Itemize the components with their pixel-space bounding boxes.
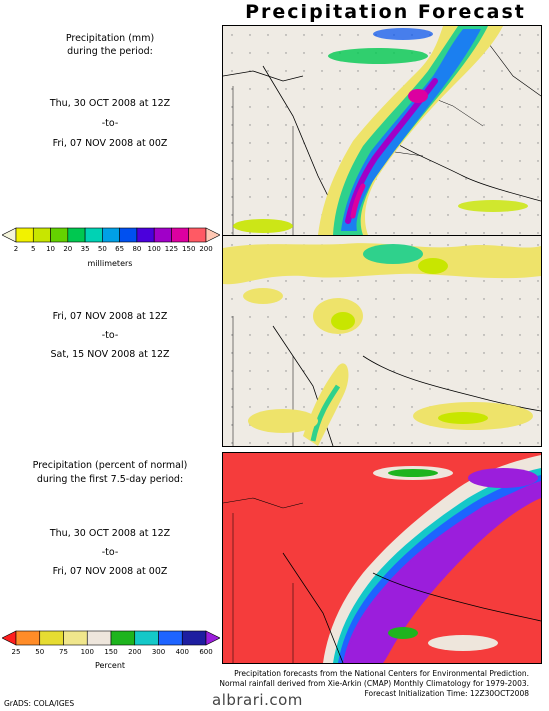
pct-scale-tick-label: 100: [81, 648, 94, 656]
mm-scale-swatch-4: [67, 227, 86, 243]
percent-normal-map: [222, 452, 542, 664]
panel2-start-date: Fri, 07 NOV 2008 at 12Z: [52, 311, 168, 322]
mm-scale-swatch-3: [50, 227, 69, 243]
mm-scale-swatch-6: [102, 227, 120, 243]
footer-line3: Forecast Initialization Time: 12Z30OCT20…: [364, 689, 529, 698]
pct-scale-swatch-7: [158, 630, 183, 646]
mm-scale-tick-label: 10: [46, 245, 55, 253]
percent-scale-bar: 25 50 75 100 150 200 300 400 600: [1, 630, 221, 656]
panel2-separator: -to-: [101, 330, 119, 341]
panel3-heading-line1: Precipitation (percent of normal): [32, 460, 188, 471]
mm-scale-swatch-9: [153, 227, 172, 243]
pct-scale-swatch-9: [205, 630, 221, 646]
pct-scale-tick-label: 50: [35, 648, 44, 656]
pct-scale-tick-label: 200: [128, 648, 141, 656]
mm-scale-tick-label: 100: [147, 245, 160, 253]
pct-scale-tick-label: 300: [152, 648, 165, 656]
mm-scale-tick-label: 125: [165, 245, 178, 253]
map-week2-canvas: [223, 236, 541, 446]
precip-map-week2: [222, 235, 542, 447]
precip-map-week1: [222, 25, 542, 236]
pct-scale-tick-label: 600: [199, 648, 212, 656]
percent-color-scale: 25 50 75 100 150 200 300 400 600: [1, 628, 221, 668]
mm-color-scale: 2 5 10 20 35 50 65 80 100 125 150 200: [1, 225, 221, 265]
mm-scale-swatch-2: [32, 227, 51, 243]
mm-scale-swatch-7: [119, 227, 138, 243]
mm-scale-swatch-10: [171, 227, 190, 243]
footer-line2: Normal rainfall derived from Xie-Arkin (…: [219, 679, 529, 688]
page-title: Precipitation Forecast: [245, 1, 526, 23]
watermark: albrari.com: [212, 691, 303, 709]
map-percent-canvas: [223, 453, 541, 663]
pct-scale-swatch-4: [86, 630, 112, 646]
panel1-separator: -to-: [101, 118, 119, 129]
pct-scale-tick-label: 25: [12, 648, 21, 656]
mm-scale-tick-label: 5: [31, 245, 35, 253]
panel1-heading-line2: during the period:: [67, 46, 153, 57]
pct-scale-swatch-6: [134, 630, 159, 646]
mm-scale-bar: 2 5 10 20 35 50 65 80 100 125 150 200: [1, 227, 221, 253]
mm-scale-tick-label: 20: [63, 245, 72, 253]
mm-scale-tick-label: 2: [14, 245, 18, 253]
pct-scale-tick-label: 75: [59, 648, 68, 656]
panel1-start-date: Thu, 30 OCT 2008 at 12Z: [49, 98, 171, 109]
percent-scale-unit: Percent: [94, 661, 126, 670]
footer-line1: Precipitation forecasts from the Nationa…: [234, 669, 529, 678]
mm-scale-tick-label: 65: [115, 245, 124, 253]
mm-scale-swatch-0: [1, 227, 17, 243]
panel3-heading-line2: during the first 7.5-day period:: [36, 474, 184, 485]
panel3-start-date: Thu, 30 OCT 2008 at 12Z: [49, 528, 171, 539]
pct-scale-tick-label: 400: [176, 648, 189, 656]
pct-scale-swatch-2: [39, 630, 64, 646]
panel3-end-date: Fri, 07 NOV 2008 at 00Z: [52, 566, 168, 577]
pct-scale-swatch-1: [15, 630, 41, 646]
mm-scale-swatch-8: [136, 227, 155, 243]
mm-scale-tick-label: 50: [98, 245, 107, 253]
mm-scale-swatch-12: [205, 227, 221, 243]
panel1-heading-line1: Precipitation (mm): [65, 33, 155, 44]
panel2-end-date: Sat, 15 NOV 2008 at 12Z: [50, 349, 170, 360]
mm-scale-tick-label: 200: [199, 245, 212, 253]
pct-scale-swatch-3: [63, 630, 88, 646]
mm-scale-swatch-11: [188, 227, 207, 243]
map-week1-canvas: [223, 26, 541, 235]
pct-scale-swatch-0: [1, 630, 17, 646]
panel3-separator: -to-: [101, 547, 119, 558]
pct-scale-swatch-8: [181, 630, 207, 646]
pct-scale-swatch-5: [110, 630, 136, 646]
mm-scale-swatch-5: [84, 227, 103, 243]
mm-scale-tick-label: 35: [81, 245, 90, 253]
pct-scale-tick-label: 150: [104, 648, 117, 656]
mm-scale-tick-label: 80: [132, 245, 141, 253]
mm-scale-unit: millimeters: [87, 259, 133, 268]
grads-credit: GrADS: COLA/IGES: [4, 699, 75, 708]
panel1-end-date: Fri, 07 NOV 2008 at 00Z: [52, 138, 168, 149]
mm-scale-swatch-1: [15, 227, 34, 243]
mm-scale-tick-label: 150: [182, 245, 195, 253]
